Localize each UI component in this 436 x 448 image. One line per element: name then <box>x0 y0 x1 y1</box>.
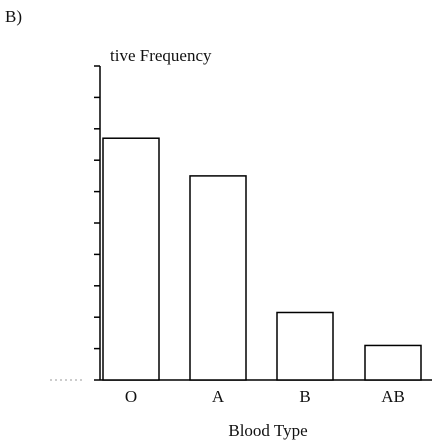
bar <box>102 137 160 381</box>
bar <box>364 344 422 381</box>
x-axis-label: Blood Type <box>228 421 307 440</box>
bar <box>276 311 334 381</box>
x-tick-label: B <box>299 387 310 406</box>
bar <box>189 175 247 381</box>
panel-label: B) <box>5 7 22 26</box>
x-tick-label: AB <box>381 387 405 406</box>
x-tick-label: A <box>212 387 225 406</box>
x-tick-label: O <box>125 387 137 406</box>
chart-title: tive Frequency <box>110 46 212 65</box>
